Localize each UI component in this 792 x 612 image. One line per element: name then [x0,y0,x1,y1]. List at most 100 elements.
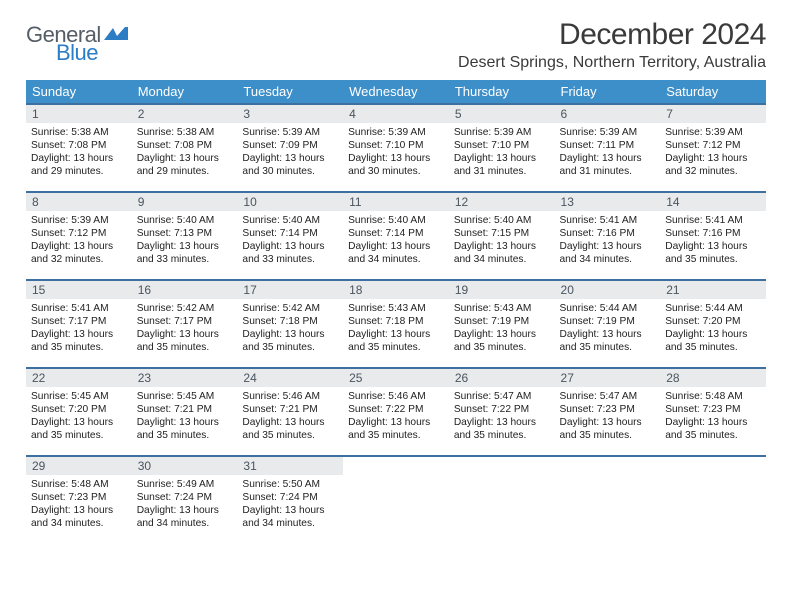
day-body: Sunrise: 5:39 AMSunset: 7:09 PMDaylight:… [237,123,343,182]
calendar-cell: 1Sunrise: 5:38 AMSunset: 7:08 PMDaylight… [26,104,132,192]
daylight-text: Daylight: 13 hours and 35 minutes. [665,416,761,442]
sunset-text: Sunset: 7:10 PM [348,139,444,152]
day-number: 16 [132,281,238,299]
day-number: 27 [555,369,661,387]
calendar-cell: 15Sunrise: 5:41 AMSunset: 7:17 PMDayligh… [26,280,132,368]
logo-text-blue: Blue [56,42,129,64]
sunset-text: Sunset: 7:17 PM [137,315,233,328]
day-number: 22 [26,369,132,387]
daylight-text: Daylight: 13 hours and 35 minutes. [665,240,761,266]
day-number: 18 [343,281,449,299]
day-number: 9 [132,193,238,211]
sunset-text: Sunset: 7:12 PM [31,227,127,240]
calendar-cell: 12Sunrise: 5:40 AMSunset: 7:15 PMDayligh… [449,192,555,280]
sunset-text: Sunset: 7:15 PM [454,227,550,240]
sunrise-text: Sunrise: 5:39 AM [348,126,444,139]
sunset-text: Sunset: 7:23 PM [31,491,127,504]
day-body: Sunrise: 5:44 AMSunset: 7:20 PMDaylight:… [660,299,766,358]
daylight-text: Daylight: 13 hours and 35 minutes. [454,416,550,442]
day-header-row: SundayMondayTuesdayWednesdayThursdayFrid… [26,80,766,104]
day-number: 1 [26,105,132,123]
day-body: Sunrise: 5:40 AMSunset: 7:15 PMDaylight:… [449,211,555,270]
daylight-text: Daylight: 13 hours and 30 minutes. [348,152,444,178]
sunrise-text: Sunrise: 5:42 AM [242,302,338,315]
calendar-cell: 31 Sunrise: 5:50 AMSunset: 7:24 PMDayligh… [237,456,343,544]
sunset-text: Sunset: 7:17 PM [31,315,127,328]
sunrise-text: Sunrise: 5:40 AM [137,214,233,227]
calendar-cell: 2Sunrise: 5:38 AMSunset: 7:08 PMDaylight… [132,104,238,192]
calendar-cell: 13Sunrise: 5:41 AMSunset: 7:16 PMDayligh… [555,192,661,280]
day-header: Friday [555,80,661,104]
calendar-cell: 10Sunrise: 5:40 AMSunset: 7:14 PMDayligh… [237,192,343,280]
day-number: 4 [343,105,449,123]
daylight-text: Daylight: 13 hours and 35 minutes. [137,416,233,442]
day-body: Sunrise: 5:45 AMSunset: 7:20 PMDaylight:… [26,387,132,446]
calendar-week-row: 22Sunrise: 5:45 AMSunset: 7:20 PMDayligh… [26,368,766,456]
sunset-text: Sunset: 7:21 PM [242,403,338,416]
sunset-text: Sunset: 7:13 PM [137,227,233,240]
sunset-text: Sunset: 7:12 PM [665,139,761,152]
sunrise-text: Sunrise: 5:50 AM [242,478,338,491]
day-body: Sunrise: 5:43 AMSunset: 7:18 PMDaylight:… [343,299,449,358]
day-number: 3 [237,105,343,123]
sunset-text: Sunset: 7:22 PM [348,403,444,416]
sunset-text: Sunset: 7:24 PM [137,491,233,504]
daylight-text: Daylight: 13 hours and 34 minutes. [137,504,233,530]
daylight-text: Daylight: 13 hours and 33 minutes. [137,240,233,266]
day-body: Sunrise: 5:47 AMSunset: 7:23 PMDaylight:… [555,387,661,446]
sunrise-text: Sunrise: 5:42 AM [137,302,233,315]
sunrise-text: Sunrise: 5:45 AM [137,390,233,403]
calendar-body: 1Sunrise: 5:38 AMSunset: 7:08 PMDaylight… [26,104,766,544]
day-body: Sunrise: 5:41 AMSunset: 7:16 PMDaylight:… [555,211,661,270]
day-header: Thursday [449,80,555,104]
day-header: Sunday [26,80,132,104]
sunrise-text: Sunrise: 5:48 AM [665,390,761,403]
day-body: Sunrise: 5:38 AMSunset: 7:08 PMDaylight:… [26,123,132,182]
day-body: Sunrise: 5:44 AMSunset: 7:19 PMDaylight:… [555,299,661,358]
daylight-text: Daylight: 13 hours and 29 minutes. [31,152,127,178]
daylight-text: Daylight: 13 hours and 34 minutes. [560,240,656,266]
daylight-text: Daylight: 13 hours and 29 minutes. [137,152,233,178]
day-body: Sunrise: 5:38 AMSunset: 7:08 PMDaylight:… [132,123,238,182]
day-body: Sunrise: 5:47 AMSunset: 7:22 PMDaylight:… [449,387,555,446]
day-number: 12 [449,193,555,211]
day-body: Sunrise: 5:39 AMSunset: 7:10 PMDaylight:… [343,123,449,182]
daylight-text: Daylight: 13 hours and 35 minutes. [242,416,338,442]
day-body: Sunrise: 5:43 AMSunset: 7:19 PMDaylight:… [449,299,555,358]
daylight-text: Daylight: 13 hours and 34 minutes. [242,504,338,530]
day-body: Sunrise: 5:41 AMSunset: 7:17 PMDaylight:… [26,299,132,358]
sunset-text: Sunset: 7:24 PM [242,491,338,504]
calendar-cell [449,456,555,544]
sunset-text: Sunset: 7:14 PM [242,227,338,240]
day-number: 21 [660,281,766,299]
page-header: General Blue December 2024 Desert Spring… [26,18,766,72]
day-body: Sunrise: 5:40 AMSunset: 7:14 PMDaylight:… [343,211,449,270]
sunset-text: Sunset: 7:08 PM [31,139,127,152]
day-body: Sunrise: 5:42 AMSunset: 7:17 PMDaylight:… [132,299,238,358]
day-number: 28 [660,369,766,387]
day-body: Sunrise: 5:40 AMSunset: 7:13 PMDaylight:… [132,211,238,270]
sunrise-text: Sunrise: 5:38 AM [137,126,233,139]
sunrise-text: Sunrise: 5:46 AM [242,390,338,403]
sunrise-text: Sunrise: 5:45 AM [31,390,127,403]
location-subtitle: Desert Springs, Northern Territory, Aust… [458,54,766,72]
calendar-cell: 25Sunrise: 5:46 AMSunset: 7:22 PMDayligh… [343,368,449,456]
day-number: 20 [555,281,661,299]
day-body: Sunrise: 5:46 AMSunset: 7:22 PMDaylight:… [343,387,449,446]
day-body: Sunrise: 5:46 AMSunset: 7:21 PMDaylight:… [237,387,343,446]
daylight-text: Daylight: 13 hours and 35 minutes. [31,416,127,442]
calendar-cell: 20Sunrise: 5:44 AMSunset: 7:19 PMDayligh… [555,280,661,368]
sunrise-text: Sunrise: 5:39 AM [665,126,761,139]
daylight-text: Daylight: 13 hours and 34 minutes. [454,240,550,266]
sunset-text: Sunset: 7:18 PM [348,315,444,328]
sunrise-text: Sunrise: 5:47 AM [560,390,656,403]
sunset-text: Sunset: 7:11 PM [560,139,656,152]
daylight-text: Daylight: 13 hours and 31 minutes. [454,152,550,178]
calendar-cell [343,456,449,544]
sunset-text: Sunset: 7:23 PM [665,403,761,416]
day-body: Sunrise: 5:39 AMSunset: 7:12 PMDaylight:… [26,211,132,270]
sunrise-text: Sunrise: 5:38 AM [31,126,127,139]
day-number: 31 [237,457,343,475]
calendar-cell: 4Sunrise: 5:39 AMSunset: 7:10 PMDaylight… [343,104,449,192]
daylight-text: Daylight: 13 hours and 33 minutes. [242,240,338,266]
